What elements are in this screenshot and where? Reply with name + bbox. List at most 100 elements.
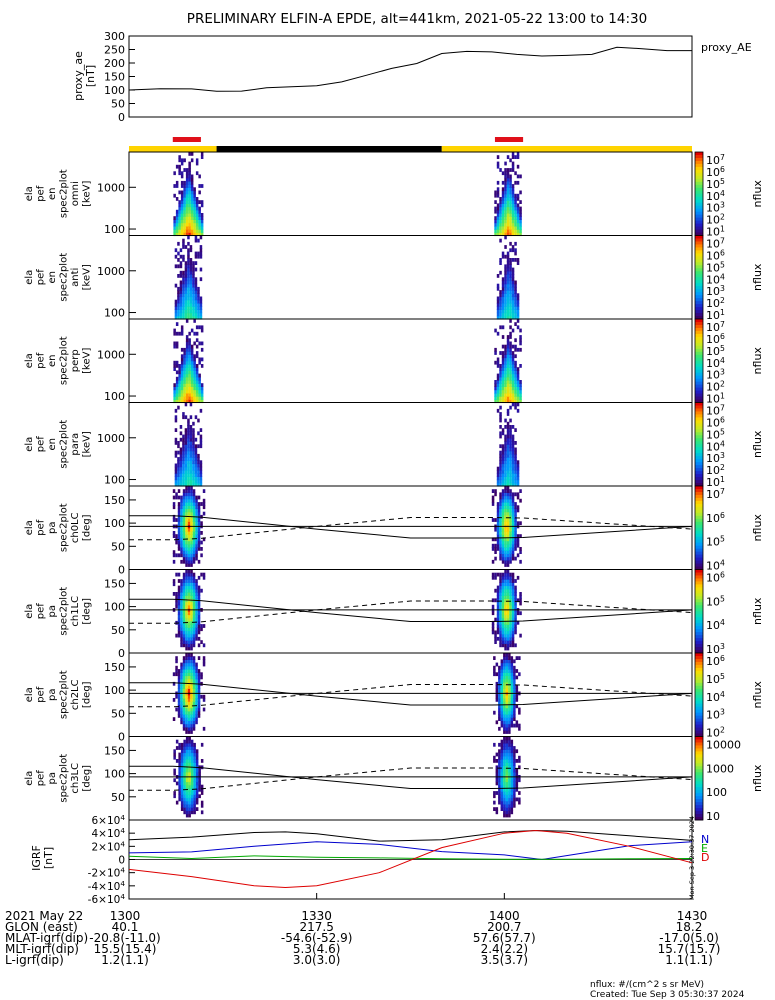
spectrogram-pixel [501, 389, 505, 394]
spectrogram-pixel [190, 229, 194, 233]
spectrogram-pixel [193, 360, 196, 365]
spectrogram-pixel [182, 595, 186, 599]
spectrogram-pixel [501, 547, 505, 551]
spectrogram-pixel [511, 575, 515, 580]
spectrogram-pixel [504, 588, 507, 593]
spectrogram-pixel [505, 742, 509, 747]
spectrogram-pixel [195, 232, 199, 237]
spectrogram-pixel [511, 274, 515, 278]
igrf-ylabel: [nT] [42, 847, 55, 869]
spectrogram-pixel [190, 193, 194, 198]
spectrogram-pixel [190, 344, 194, 349]
spectrogram-pixel [511, 495, 515, 500]
spectrogram-pixel [185, 800, 189, 805]
spectrogram-pixel [202, 694, 206, 699]
spectrogram-pixel [180, 694, 183, 699]
spectrogram-pixel [177, 508, 181, 513]
spectrogram-pixel [195, 389, 199, 394]
spectrogram-pixel [190, 152, 194, 156]
spectrogram-pixel [185, 502, 188, 506]
spectrogram-pixel [187, 315, 190, 320]
spectrogram-pixel [183, 380, 186, 384]
spectrogram-pixel [187, 592, 191, 596]
spectrogram-pixel [503, 701, 506, 705]
spectrogram-pixel [509, 534, 512, 538]
spectrogram-pixel [499, 502, 502, 506]
spectrogram-pixel [180, 180, 184, 185]
spectrogram-pixel [174, 441, 178, 445]
spectrogram-pixel [501, 396, 505, 400]
spectrogram-pixel [197, 636, 201, 641]
spectrogram-pixel [511, 572, 515, 577]
spectrogram-pixel [496, 286, 500, 291]
spectrogram-pixel [511, 219, 515, 224]
spectrogram-pixel [187, 669, 191, 673]
spectrogram-pixel [504, 216, 507, 220]
spectrogram-pixel [516, 180, 520, 185]
spectrogram-pixel [505, 755, 509, 760]
spectrogram-pixel [503, 672, 506, 677]
spectrogram-pixel [193, 392, 196, 397]
spectrogram-pixel [516, 258, 520, 262]
spectrogram-pixel [506, 380, 510, 384]
spectrogram-pixel [519, 222, 522, 227]
spectrogram-pixel [496, 206, 500, 211]
spectrogram-pixel [189, 309, 193, 314]
spectrogram-pixel [514, 354, 517, 359]
spectrogram-pixel [491, 630, 495, 635]
spectrogram-pixel [185, 543, 188, 548]
spectrogram-pixel [190, 508, 193, 513]
spectrogram-pixel [496, 636, 500, 641]
spectrogram-pixel [509, 399, 512, 404]
spectrogram-pixel [498, 784, 501, 789]
spectrogram-pixel [516, 232, 520, 237]
spectrogram-pixel [498, 726, 501, 731]
spectrogram-pixel [185, 389, 189, 394]
spectrogram-pixel [514, 171, 517, 176]
spectrogram-pixel [185, 386, 189, 391]
spectrogram-pixel [504, 473, 507, 477]
spectrogram-pixel [175, 331, 179, 336]
spectrogram-pixel [503, 720, 506, 725]
spectrogram-pixel [187, 258, 190, 262]
spectrogram-pixel [180, 765, 184, 770]
spectrogram-pixel [506, 206, 510, 211]
spectrogram-pixel [519, 534, 522, 538]
spectrogram-pixel [194, 251, 198, 256]
spectrogram-pixel [178, 787, 181, 792]
spectrogram-pixel [500, 752, 504, 757]
spectrogram-pixel [190, 219, 194, 224]
colorbar-segment [695, 354, 703, 359]
spectrogram-pixel [195, 200, 199, 204]
spectrogram-pixel [511, 168, 515, 172]
spectrogram-pixel [504, 425, 507, 429]
spectrogram-pixel [499, 620, 502, 625]
spectrogram-pixel [197, 617, 201, 622]
spectrogram-pixel [175, 669, 178, 673]
spectrogram-pixel [187, 579, 191, 583]
spectrogram-pixel [183, 386, 186, 391]
spectrogram-pixel [505, 810, 509, 815]
spectrogram-pixel [187, 723, 191, 728]
spectrogram-pixel [180, 787, 184, 792]
spectrogram-pixel [511, 643, 515, 648]
spectrogram-pixel [514, 604, 517, 609]
spectrogram-pixel [511, 550, 515, 554]
spectrogram-pixel [197, 614, 201, 619]
spectrogram-pixel [499, 598, 502, 603]
spectrogram-pixel [511, 473, 515, 477]
spectrogram-pixel [177, 302, 180, 307]
spectrogram-pixel [494, 518, 497, 522]
spectrogram-pixel [499, 206, 502, 211]
spectrogram-pixel [192, 540, 196, 545]
spectrogram-pixel [193, 781, 196, 786]
spectrogram-pixel [499, 476, 502, 481]
spectrogram-pixel [190, 704, 193, 709]
colorbar-segment [695, 468, 703, 472]
igrf-legend-entry: D [701, 851, 709, 864]
spectrogram-pixel [501, 364, 505, 368]
spectrogram-pixel [504, 418, 507, 423]
spectrogram-pixel [189, 315, 193, 320]
spectrogram-ylabel: [deg] [82, 598, 93, 625]
colorbar-tick-label: 107 [706, 487, 725, 501]
